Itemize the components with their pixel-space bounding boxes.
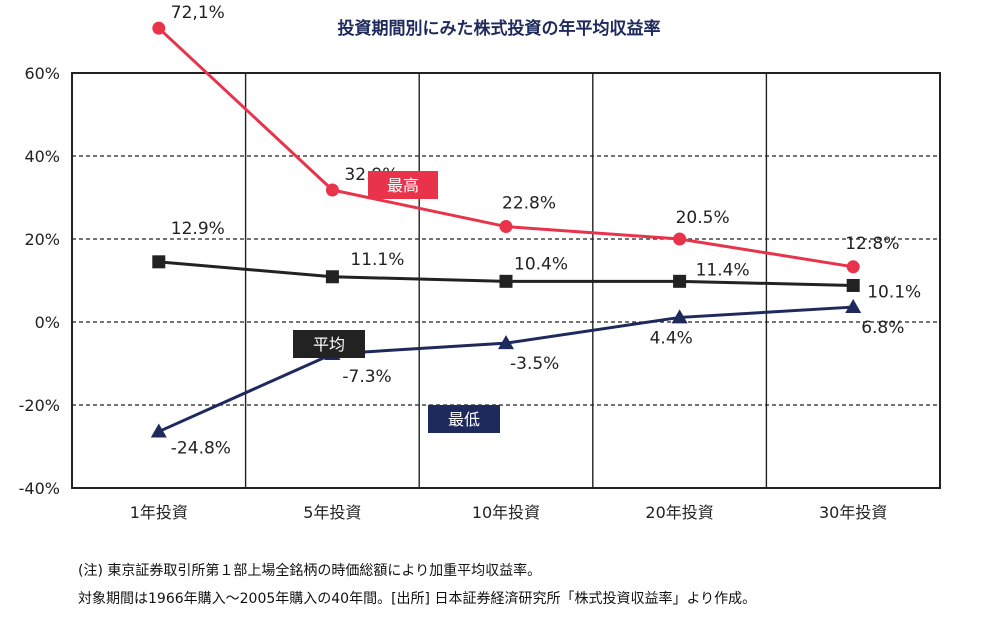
data-label-avg: 11.4% xyxy=(696,260,750,280)
x-axis-ticks: 1年投資 5年投資 10年投資 20年投資 30年投資 xyxy=(130,503,888,522)
x-tick-label: 20年投資 xyxy=(645,503,713,522)
legend-badge-max xyxy=(368,171,438,199)
marker-max xyxy=(499,220,513,234)
x-tick-label: 5年投資 xyxy=(303,503,361,522)
chart-title: 投資期間別にみた株式投資の年平均収益率 xyxy=(337,19,661,39)
legend-badge-min xyxy=(428,405,500,433)
marker-avg xyxy=(152,255,166,269)
y-tick-label: 40% xyxy=(24,147,60,166)
footnote-2: 対象期間は1966年購入～2005年購入の40年間。[出所] 日本証券経済研究所… xyxy=(78,591,757,607)
data-label-max: 12:8% xyxy=(845,234,899,254)
data-label-min: -3.5% xyxy=(510,354,559,374)
y-tick-label: -40% xyxy=(19,479,60,498)
data-label-min: -7.3% xyxy=(342,367,391,387)
data-label-min: -24.8% xyxy=(171,439,231,459)
y-tick-label: 0% xyxy=(35,313,60,332)
y-tick-label: 20% xyxy=(24,230,60,249)
data-label-min: 6.8% xyxy=(861,318,904,338)
marker-avg xyxy=(673,274,687,288)
data-label-max: 20.5% xyxy=(676,208,730,228)
marker-min xyxy=(498,335,514,350)
gridlines xyxy=(72,73,940,488)
x-tick-label: 10年投資 xyxy=(472,503,540,522)
marker-max xyxy=(673,232,687,246)
plot-frame xyxy=(71,72,941,489)
data-label-avg: 10.4% xyxy=(514,254,568,274)
footnote-1: (注) 東京証券取引所第１部上場全銘柄の時価総額により加重平均収益率。 xyxy=(78,563,542,579)
y-tick-label: -20% xyxy=(19,396,60,415)
data-label-avg: 11.1% xyxy=(350,250,404,270)
x-tick-label: 1年投資 xyxy=(130,503,188,522)
marker-min xyxy=(845,299,862,314)
data-label-max: 72,1% xyxy=(171,3,225,23)
plot-border xyxy=(71,72,941,489)
marker-avg xyxy=(325,270,339,284)
data-label-max: 22.8% xyxy=(502,194,556,214)
x-tick-label: 30年投資 xyxy=(819,503,887,522)
data-label-min: 4.4% xyxy=(650,328,693,348)
marker-avg xyxy=(846,278,860,292)
y-axis-ticks: 60% 40% 20% 0% -20% -40% xyxy=(19,64,60,498)
series-layer: 72,1%32.9%22.8%20.5%12:8%12.9%11.1%10.4%… xyxy=(150,3,921,459)
legend-label-min: 最低 xyxy=(448,410,480,429)
legend-badge-avg xyxy=(293,330,365,358)
y-tick-label: 60% xyxy=(24,64,60,83)
legend-label-max: 最高 xyxy=(387,176,419,195)
marker-max xyxy=(152,21,166,35)
marker-max xyxy=(846,260,860,274)
data-label-avg: 10.1% xyxy=(867,282,921,302)
marker-avg xyxy=(499,274,513,288)
legend-label-avg: 平均 xyxy=(313,335,345,354)
marker-min xyxy=(671,309,688,324)
data-label-avg: 12.9% xyxy=(171,219,225,239)
marker-min xyxy=(150,423,167,438)
marker-max xyxy=(325,183,339,197)
series-line-min xyxy=(158,305,854,433)
